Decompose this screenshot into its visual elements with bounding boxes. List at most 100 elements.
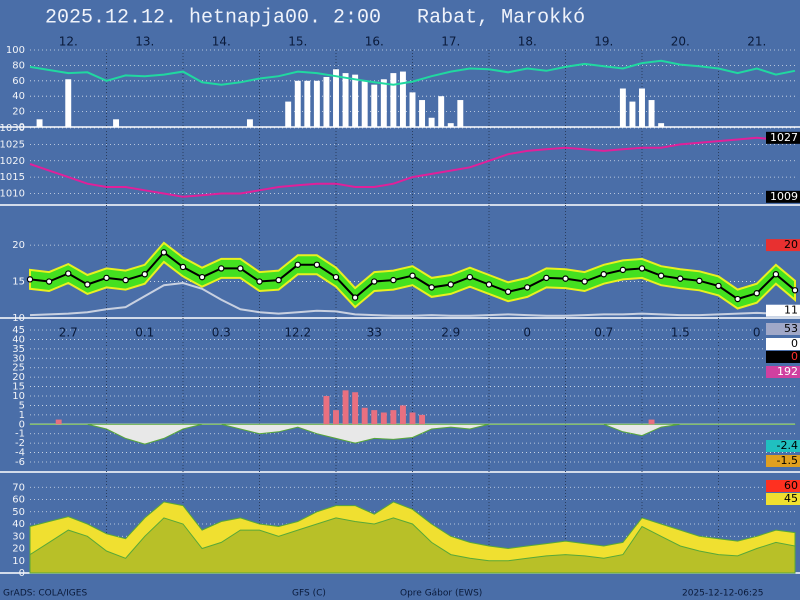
y-tick-label: 10 bbox=[12, 313, 25, 324]
panel: 0 20 40 60 80 100 bbox=[0, 45, 800, 133]
line bbox=[29, 281, 796, 317]
title: 2025.12.12. hetnapja00. 2:00 Rabat, Maro… bbox=[45, 6, 585, 29]
bar bbox=[323, 396, 330, 425]
point bbox=[237, 265, 244, 272]
line bbox=[29, 136, 796, 198]
bar bbox=[361, 80, 368, 127]
y-tick-label: 20 bbox=[12, 372, 25, 383]
bar bbox=[648, 100, 655, 127]
point bbox=[371, 278, 378, 285]
point bbox=[715, 282, 722, 290]
marker-label: -2.4 bbox=[777, 439, 798, 452]
point bbox=[256, 278, 263, 285]
day-label: 12. bbox=[59, 35, 78, 49]
day-label: 18. bbox=[518, 35, 537, 49]
daily-amount: 0.1 bbox=[135, 326, 154, 340]
bar bbox=[313, 80, 320, 127]
marker-box bbox=[766, 190, 800, 203]
point bbox=[351, 294, 359, 301]
point bbox=[504, 288, 512, 295]
point bbox=[198, 273, 206, 281]
marker-label: 0 bbox=[791, 350, 798, 363]
y-tick-label: 15 bbox=[12, 382, 25, 393]
bar bbox=[361, 407, 368, 425]
bar bbox=[342, 73, 349, 127]
point bbox=[466, 273, 474, 281]
day-label: 14. bbox=[212, 35, 231, 49]
bar bbox=[447, 123, 454, 127]
point bbox=[485, 281, 493, 288]
point bbox=[65, 270, 72, 277]
marker-box bbox=[766, 440, 800, 452]
y-tick-label: 1030 bbox=[0, 123, 25, 134]
point bbox=[103, 274, 110, 282]
bar bbox=[438, 96, 445, 127]
bar bbox=[390, 73, 397, 127]
point bbox=[581, 278, 588, 285]
marker-label: 53 bbox=[784, 322, 798, 335]
y-tick-label: 10 bbox=[12, 391, 25, 402]
day-label: 13. bbox=[135, 35, 154, 49]
marker-box bbox=[766, 366, 800, 378]
point bbox=[753, 290, 760, 297]
bar bbox=[639, 88, 645, 127]
bar bbox=[419, 414, 426, 425]
point bbox=[390, 276, 397, 284]
footer-text: GFS (C) bbox=[292, 589, 326, 599]
point bbox=[218, 265, 225, 272]
panel: 1010 1015 1020 1025 1030 1027 1009 bbox=[0, 123, 800, 206]
y-tick-label: 1020 bbox=[0, 156, 25, 167]
bar bbox=[333, 410, 339, 425]
marker-label: 45 bbox=[784, 492, 798, 505]
bar bbox=[113, 119, 120, 127]
day-label: 15. bbox=[288, 35, 307, 49]
bar bbox=[246, 119, 253, 127]
point bbox=[409, 272, 416, 279]
bar bbox=[409, 92, 416, 127]
marker-box bbox=[766, 338, 800, 350]
area bbox=[29, 517, 796, 574]
point bbox=[141, 271, 148, 278]
footer-text: Opre Gábor (EWS) bbox=[400, 589, 482, 599]
point bbox=[84, 281, 91, 288]
marker-label: 20 bbox=[784, 238, 798, 251]
y-tick-label: 35 bbox=[12, 344, 25, 355]
bar bbox=[285, 101, 292, 127]
y-tick-label: 30 bbox=[12, 353, 25, 364]
day-label: 19. bbox=[594, 35, 613, 49]
bar bbox=[294, 80, 301, 127]
daily-amount: 1.5 bbox=[671, 326, 690, 340]
marker-box bbox=[766, 455, 800, 467]
daily-amount: 0 bbox=[523, 326, 531, 340]
y-tick-label: 60 bbox=[12, 495, 25, 506]
point bbox=[638, 265, 646, 272]
bar bbox=[371, 410, 378, 425]
daily-amount: 33 bbox=[367, 326, 382, 340]
y-tick-label: -2 bbox=[15, 438, 25, 449]
day-label: 16. bbox=[365, 35, 384, 49]
bar bbox=[399, 405, 406, 425]
marker-label: 1009 bbox=[770, 190, 798, 203]
bar bbox=[390, 410, 397, 425]
y-tick-label: -6 bbox=[15, 457, 25, 468]
y-tick-label: 1025 bbox=[0, 139, 25, 150]
y-tick-label: 45 bbox=[12, 325, 25, 336]
y-tick-label: 100 bbox=[6, 45, 25, 56]
y-tick-label: -1 bbox=[15, 429, 25, 440]
bar bbox=[352, 74, 359, 127]
y-tick-label: 30 bbox=[12, 531, 25, 542]
y-tick-label: 20 bbox=[12, 240, 25, 251]
bar bbox=[65, 79, 72, 127]
point bbox=[428, 284, 435, 291]
daily-amount: 2.7 bbox=[59, 326, 78, 340]
day-label: 17. bbox=[441, 35, 460, 49]
y-tick-label: 1 bbox=[19, 410, 25, 421]
marker-box bbox=[766, 131, 800, 144]
area bbox=[29, 423, 796, 445]
y-tick-label: 0 bbox=[19, 122, 25, 133]
y-tick-label: 50 bbox=[12, 507, 25, 518]
bar bbox=[658, 123, 665, 127]
y-tick-label: 0 bbox=[19, 568, 25, 579]
